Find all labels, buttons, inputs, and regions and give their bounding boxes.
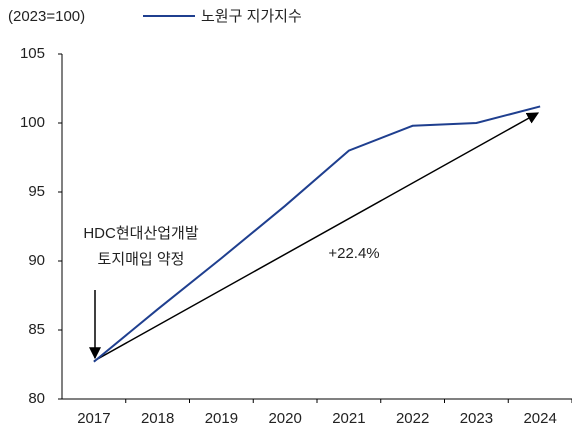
data-line xyxy=(93,105,541,363)
x-tick-label: 2024 xyxy=(523,410,556,427)
subtitle: (2023=100) xyxy=(8,8,85,25)
y-tick-label: 95 xyxy=(28,183,45,200)
x-tick-label: 2019 xyxy=(205,410,238,427)
trend-arrow xyxy=(93,112,540,362)
annotation: +22.4% xyxy=(328,245,379,262)
annotation: 토지매입 약정 xyxy=(98,251,185,268)
x-tick-label: 2022 xyxy=(396,410,429,427)
y-tick-label: 90 xyxy=(28,252,45,269)
y-tick-label: 85 xyxy=(28,321,45,338)
x-tick-label: 2023 xyxy=(460,410,493,427)
legend-label: 노원구 지가지수 xyxy=(201,8,302,25)
annotation: HDC현대산업개발 xyxy=(83,225,198,242)
x-tick-label: 2018 xyxy=(141,410,174,427)
x-tick-label: 2017 xyxy=(77,410,110,427)
y-tick-label: 105 xyxy=(20,45,45,62)
x-tick-label: 2020 xyxy=(268,410,301,427)
x-tick-label: 2021 xyxy=(332,410,365,427)
y-tick-label: 80 xyxy=(28,390,45,407)
y-tick-label: 100 xyxy=(20,114,45,131)
